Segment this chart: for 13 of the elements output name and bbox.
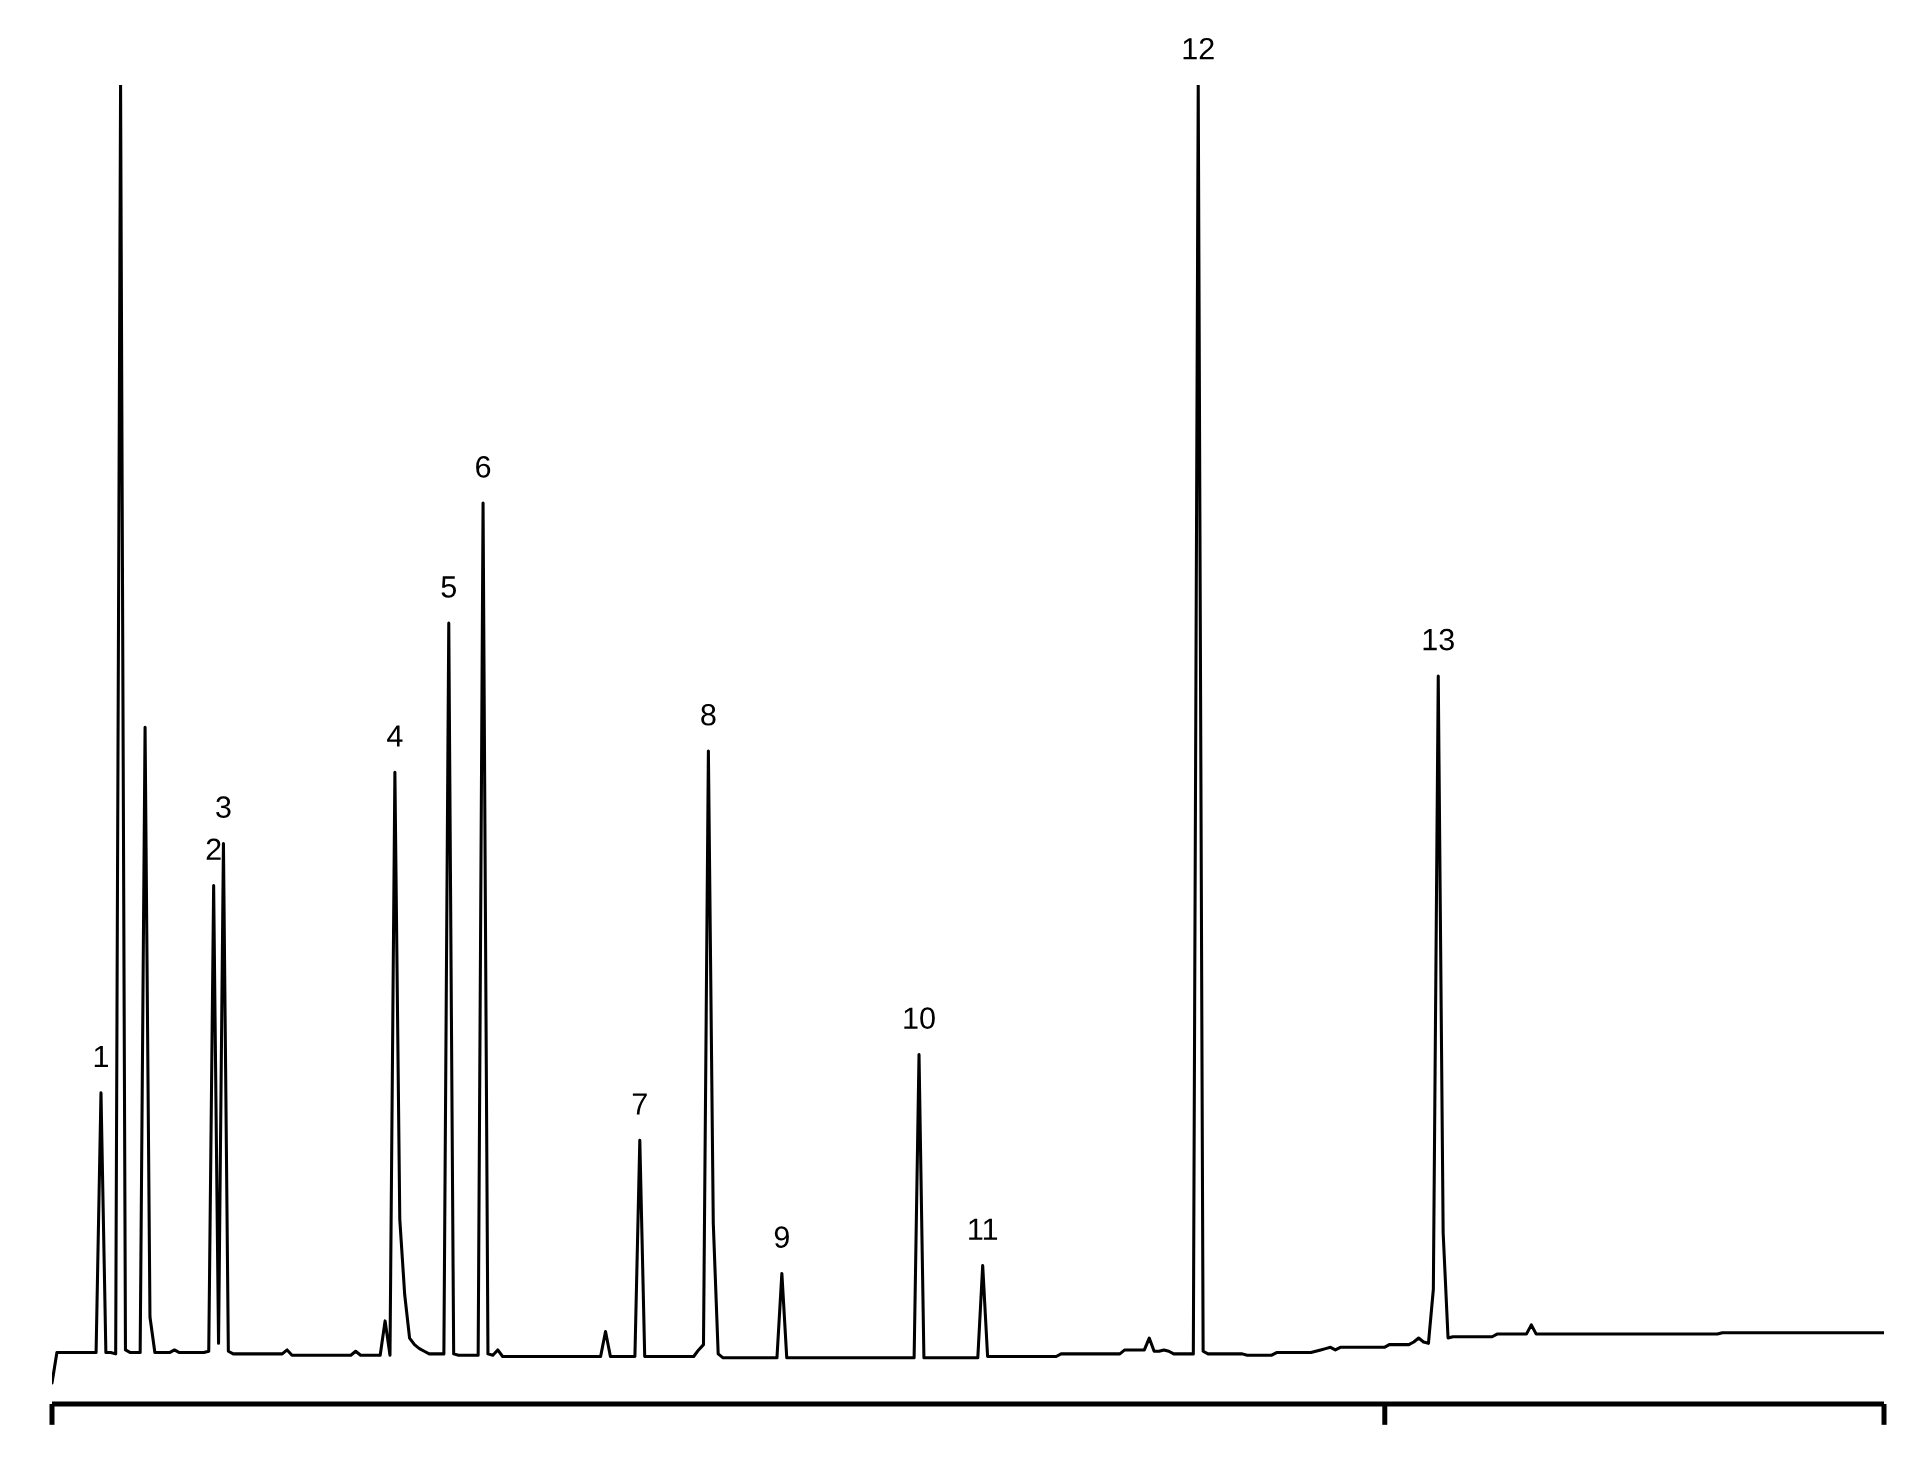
annotation: 6: [476, 456, 491, 478]
annotation: 10: [904, 1007, 935, 1029]
annotation: 11: [969, 1218, 998, 1240]
annotation: 2: [206, 838, 221, 860]
annotation: 13: [1423, 628, 1454, 651]
annotation: 9: [774, 1226, 789, 1248]
annotation: 12: [1183, 37, 1214, 60]
annotation: 3: [216, 796, 231, 818]
annotation: 5: [441, 576, 456, 598]
annotation: 1: [94, 1045, 108, 1067]
annotation: 8: [701, 703, 716, 726]
annotation: 7: [632, 1093, 647, 1115]
annotation: 4: [387, 725, 403, 747]
